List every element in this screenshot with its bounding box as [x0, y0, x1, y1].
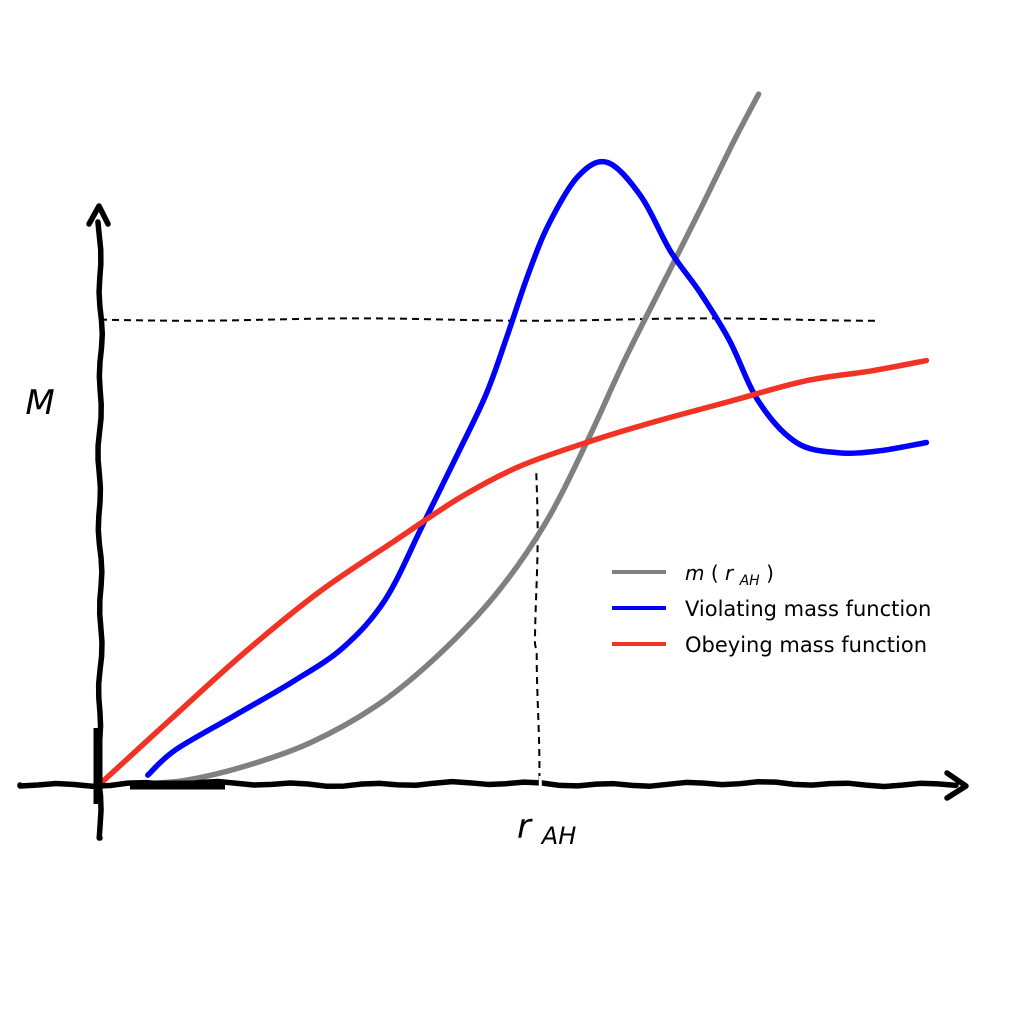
legend-label-sub: AH	[739, 573, 761, 589]
y-axis-arrowhead	[86, 203, 111, 227]
legend-label-violating: Violating mass function	[685, 597, 931, 621]
x-axis-arrowhead	[944, 770, 969, 801]
legend-label-m-rah: m ( r AH )	[685, 561, 774, 590]
x-marker-label-sub: AH	[540, 822, 576, 850]
legend-label-close: )	[766, 561, 774, 585]
legend-label-open: (	[711, 561, 719, 585]
legend-label-m: m	[685, 561, 704, 585]
legend-label-r: r	[725, 561, 735, 585]
mass-guide-line	[99, 317, 881, 322]
x-marker-label: r AH	[517, 807, 576, 850]
series-lines	[97, 91, 930, 787]
legend-label-obeying: Obeying mass function	[685, 633, 927, 657]
axes	[17, 203, 969, 841]
series-line-2-obeying-mass-function	[97, 357, 930, 787]
legend: m ( r AH ) Violating mass function Obeyi…	[612, 561, 931, 657]
plot-area	[17, 91, 969, 841]
guide-lines	[99, 317, 881, 784]
y-marker-label: M	[25, 383, 54, 423]
x-marker-label-main: r	[517, 807, 533, 847]
series-line-1-violating-mass-function	[145, 158, 930, 778]
radius-guide-line	[533, 473, 541, 784]
series-line-0-m-r-ah	[133, 91, 762, 787]
